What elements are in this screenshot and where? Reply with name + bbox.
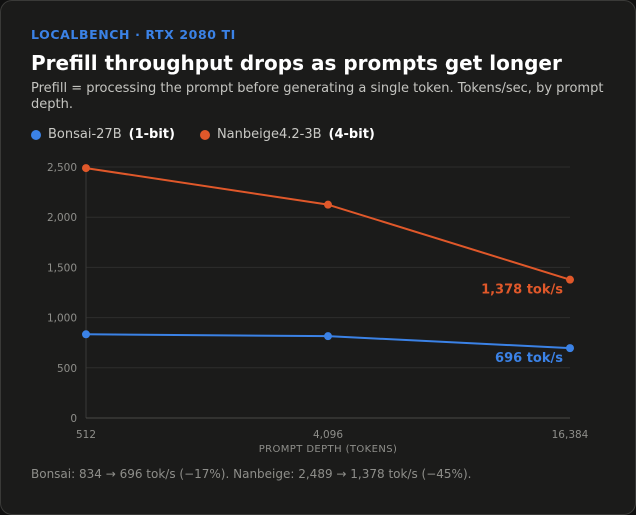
x-tick-label: 4,096 — [313, 429, 343, 441]
end-label-nanbeige: 1,378 tok/s — [481, 283, 563, 298]
legend-tag-bonsai: (1-bit) — [128, 127, 175, 142]
legend-tag-nanbeige: (4-bit) — [328, 127, 375, 142]
legend-name-nanbeige: Nanbeige4.2-3B — [216, 127, 322, 142]
data-point-nanbeige — [82, 164, 90, 173]
footer-note: Bonsai: 834 → 696 tok/s (−17%). Nanbeige… — [31, 467, 472, 481]
chart-subtitle: Prefill = processing the prompt before g… — [31, 81, 604, 112]
data-point-bonsai — [566, 344, 574, 353]
y-tick-label: 500 — [57, 363, 77, 375]
series-line-nanbeige — [85, 167, 571, 281]
chart-title: Prefill throughput drops as prompts get … — [31, 51, 562, 75]
y-tick-label: 2,500 — [47, 162, 77, 174]
data-point-nanbeige — [324, 200, 332, 209]
legend-dot-nanbeige — [199, 129, 210, 140]
eyebrow-label: LOCALBENCH · RTX 2080 TI — [31, 27, 236, 42]
legend-dot-bonsai — [31, 129, 41, 140]
legend-name-bonsai: Bonsai-27B — [48, 127, 122, 142]
x-tick-label: 512 — [76, 429, 96, 441]
y-tick-label: 0 — [70, 413, 77, 425]
data-point-nanbeige — [566, 275, 574, 284]
end-label-bonsai: 696 tok/s — [495, 351, 563, 366]
legend: Bonsai-27B (1-bit) Nanbeige4.2-3B (4-bit… — [31, 127, 400, 142]
x-tick-label: 16,384 — [552, 429, 589, 441]
data-point-bonsai — [82, 330, 90, 339]
y-tick-label: 1,500 — [47, 262, 77, 274]
legend-item-bonsai[interactable]: Bonsai-27B (1-bit) — [31, 127, 175, 142]
line-chart: 0 500 1,000 1,500 2,000 2,500 512 4,096 16,384 PR… — [47, 162, 589, 455]
legend-item-nanbeige[interactable]: Nanbeige4.2-3B (4-bit) — [199, 127, 375, 142]
y-tick-label: 2,000 — [47, 212, 77, 224]
y-tick-label: 1,000 — [47, 313, 77, 325]
data-point-bonsai — [324, 332, 332, 341]
x-axis-title: PROMPT DEPTH (TOKENS) — [259, 444, 398, 455]
